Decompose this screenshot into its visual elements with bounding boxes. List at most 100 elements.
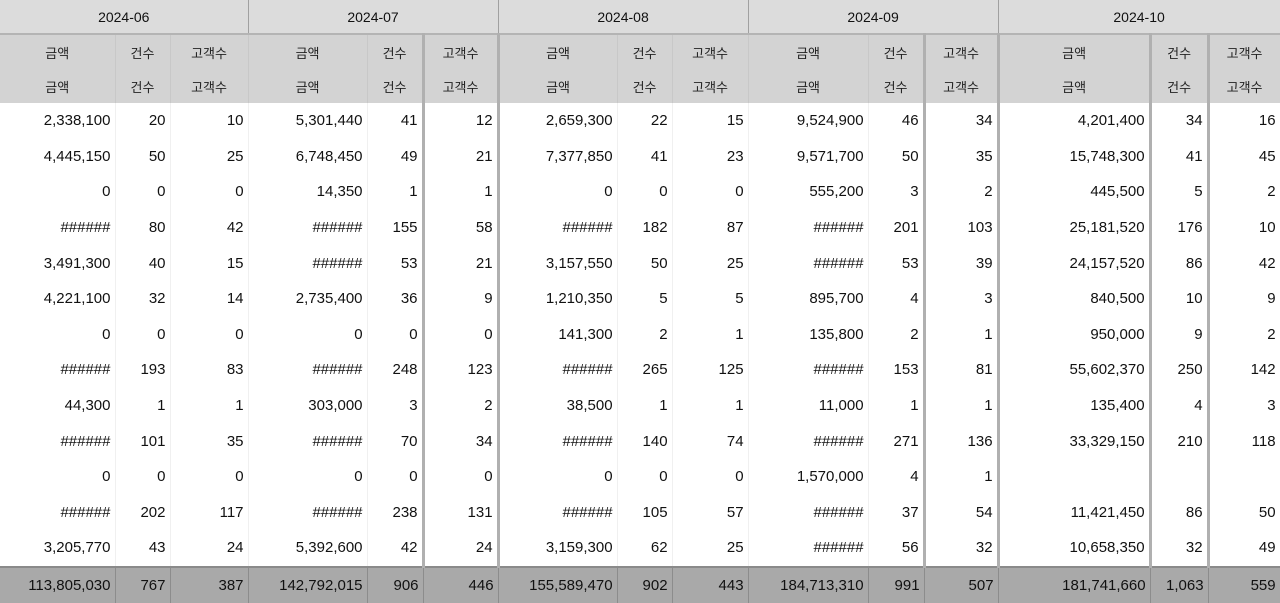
table-cell[interactable]: 25 bbox=[672, 245, 749, 281]
table-cell[interactable]: 3 bbox=[868, 174, 926, 210]
table-cell[interactable]: ###### bbox=[498, 423, 618, 459]
table-cell[interactable]: 5 bbox=[672, 280, 749, 317]
table-cell[interactable]: 4,201,400 bbox=[998, 103, 1152, 139]
table-cell[interactable]: 0 bbox=[672, 458, 749, 495]
table-cell[interactable]: ###### bbox=[498, 494, 618, 531]
month-header[interactable]: 2024-08 bbox=[498, 0, 749, 35]
table-cell[interactable]: 50 bbox=[115, 138, 171, 175]
column-header[interactable]: 건수 bbox=[367, 34, 425, 69]
table-cell[interactable]: 3,205,770 bbox=[0, 530, 116, 567]
table-cell[interactable]: 3 bbox=[367, 387, 425, 424]
table-cell[interactable]: 37 bbox=[868, 494, 926, 531]
table-cell[interactable]: 0 bbox=[617, 174, 673, 210]
table-cell[interactable]: 136 bbox=[924, 423, 1000, 459]
table-cell[interactable]: 265 bbox=[617, 352, 673, 388]
table-cell[interactable]: 45 bbox=[1208, 138, 1280, 175]
total-cell[interactable]: 387 bbox=[170, 565, 249, 603]
table-cell[interactable]: 56 bbox=[868, 530, 926, 567]
table-cell[interactable]: 4 bbox=[868, 458, 926, 495]
column-header[interactable]: 금액 bbox=[498, 34, 618, 69]
table-cell[interactable]: 0 bbox=[498, 458, 618, 495]
table-cell[interactable] bbox=[1208, 458, 1280, 495]
table-cell[interactable]: 14 bbox=[170, 280, 249, 317]
table-cell[interactable]: 42 bbox=[170, 209, 249, 246]
table-cell[interactable]: 895,700 bbox=[748, 280, 869, 317]
table-cell[interactable]: 0 bbox=[423, 458, 500, 495]
table-cell[interactable]: 0 bbox=[423, 316, 500, 353]
table-cell[interactable]: 176 bbox=[1150, 209, 1210, 246]
column-header[interactable]: 고객수 bbox=[423, 34, 500, 69]
table-cell[interactable]: 81 bbox=[924, 352, 1000, 388]
table-cell[interactable]: 44,300 bbox=[0, 387, 116, 424]
month-header[interactable]: 2024-07 bbox=[248, 0, 499, 35]
table-cell[interactable]: 1 bbox=[367, 174, 425, 210]
table-cell[interactable]: ###### bbox=[748, 494, 869, 531]
table-cell[interactable]: 87 bbox=[672, 209, 749, 246]
table-cell[interactable]: 24,157,520 bbox=[998, 245, 1152, 281]
column-header[interactable]: 건수 bbox=[868, 34, 926, 69]
table-cell[interactable]: 42 bbox=[1208, 245, 1280, 281]
table-cell[interactable]: 2 bbox=[1208, 316, 1280, 353]
total-cell[interactable]: 1,063 bbox=[1150, 565, 1209, 603]
table-cell[interactable]: 9 bbox=[423, 280, 500, 317]
month-header[interactable]: 2024-09 bbox=[748, 0, 999, 35]
table-cell[interactable]: 41 bbox=[1150, 138, 1210, 175]
total-cell[interactable]: 507 bbox=[924, 565, 999, 603]
table-cell[interactable]: 141,300 bbox=[498, 316, 618, 353]
table-cell[interactable]: 22 bbox=[617, 103, 673, 139]
table-cell[interactable]: 1 bbox=[672, 387, 749, 424]
table-cell[interactable]: ###### bbox=[498, 352, 618, 388]
table-cell[interactable]: 12 bbox=[423, 103, 500, 139]
table-cell[interactable]: 445,500 bbox=[998, 174, 1152, 210]
table-cell[interactable]: 0 bbox=[115, 174, 171, 210]
table-cell[interactable]: 32 bbox=[115, 280, 171, 317]
table-cell[interactable]: 33,329,150 bbox=[998, 423, 1152, 459]
table-cell[interactable]: 4,445,150 bbox=[0, 138, 116, 175]
table-cell[interactable]: 24 bbox=[423, 530, 500, 567]
column-header[interactable]: 고객수 bbox=[924, 34, 1000, 69]
table-cell[interactable]: 34 bbox=[924, 103, 1000, 139]
table-cell[interactable] bbox=[1150, 458, 1210, 495]
table-cell[interactable]: 2,659,300 bbox=[498, 103, 618, 139]
table-cell[interactable]: 21 bbox=[423, 138, 500, 175]
table-cell[interactable]: 10 bbox=[170, 103, 249, 139]
table-cell[interactable]: 248 bbox=[367, 352, 425, 388]
column-header[interactable]: 금액 bbox=[248, 69, 368, 103]
table-cell[interactable]: ###### bbox=[248, 245, 368, 281]
table-cell[interactable]: 201 bbox=[868, 209, 926, 246]
table-cell[interactable]: 950,000 bbox=[998, 316, 1152, 353]
column-header[interactable]: 금액 bbox=[498, 69, 618, 103]
table-cell[interactable]: 25 bbox=[672, 530, 749, 567]
table-cell[interactable]: 2,735,400 bbox=[248, 280, 368, 317]
table-cell[interactable]: 271 bbox=[868, 423, 926, 459]
table-cell[interactable]: 34 bbox=[1150, 103, 1210, 139]
total-cell[interactable]: 991 bbox=[868, 565, 925, 603]
table-cell[interactable]: 55,602,370 bbox=[998, 352, 1152, 388]
column-header[interactable]: 고객수 bbox=[924, 69, 1000, 103]
table-cell[interactable]: ###### bbox=[248, 209, 368, 246]
table-cell[interactable]: 49 bbox=[1208, 530, 1280, 567]
column-header[interactable]: 건수 bbox=[1150, 69, 1210, 103]
column-header[interactable]: 건수 bbox=[617, 34, 673, 69]
table-cell[interactable]: 101 bbox=[115, 423, 171, 459]
table-cell[interactable]: 1 bbox=[868, 387, 926, 424]
table-cell[interactable]: 6,748,450 bbox=[248, 138, 368, 175]
column-header[interactable]: 금액 bbox=[0, 69, 116, 103]
month-header[interactable]: 2024-10 bbox=[998, 0, 1280, 35]
table-cell[interactable]: 0 bbox=[170, 458, 249, 495]
table-cell[interactable]: ###### bbox=[748, 530, 869, 567]
table-cell[interactable]: 0 bbox=[617, 458, 673, 495]
column-header[interactable]: 금액 bbox=[998, 69, 1152, 103]
table-cell[interactable]: 10 bbox=[1150, 280, 1210, 317]
table-cell[interactable]: 1 bbox=[924, 316, 1000, 353]
table-cell[interactable]: 182 bbox=[617, 209, 673, 246]
table-cell[interactable]: 2 bbox=[868, 316, 926, 353]
column-header[interactable]: 고객수 bbox=[1208, 69, 1280, 103]
table-cell[interactable]: 135,800 bbox=[748, 316, 869, 353]
table-cell[interactable]: 2,338,100 bbox=[0, 103, 116, 139]
table-cell[interactable]: 0 bbox=[367, 458, 425, 495]
table-cell[interactable]: 5,301,440 bbox=[248, 103, 368, 139]
table-cell[interactable]: 7,377,850 bbox=[498, 138, 618, 175]
column-header[interactable]: 고객수 bbox=[672, 69, 749, 103]
table-cell[interactable]: 1 bbox=[115, 387, 171, 424]
